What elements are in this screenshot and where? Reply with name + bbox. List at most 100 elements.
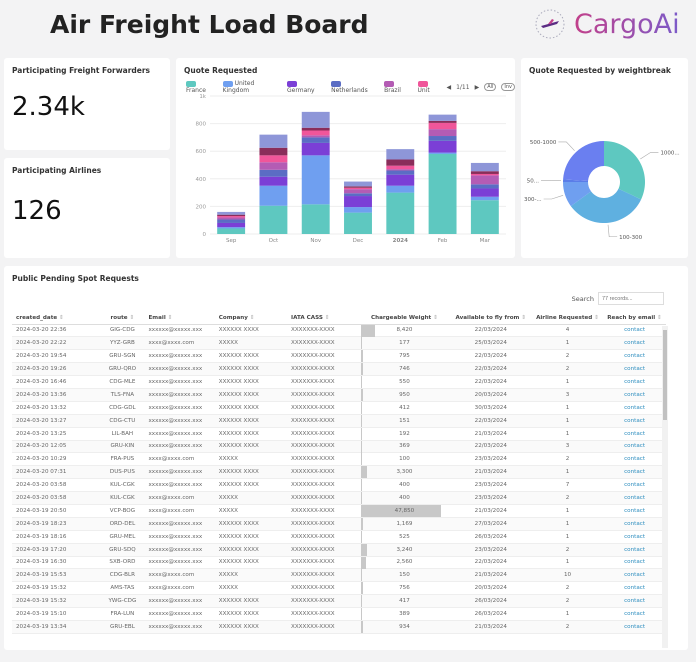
cell-created-date: 2024-03-20 19:26 [12, 362, 101, 377]
legend-item[interactable]: Netherlands [331, 80, 379, 94]
cell-airline-requested: 7 [531, 478, 604, 493]
table-row: 2024-03-20 10:29 FRA-PUS xxxx@xxxx.com XXXX… [12, 452, 666, 467]
table-row: 2024-03-19 15:32 YWG-CDG xxxxxx@xxxxx.xxx X… [12, 594, 666, 609]
cell-route: TLS-FNA [100, 388, 145, 402]
cell-iata-cass: XXXXXXX-XXXX [287, 440, 360, 454]
contact-link[interactable]: contact [624, 443, 646, 450]
contact-link[interactable]: contact [624, 482, 646, 489]
legend-invert-button[interactable]: Inv [501, 83, 515, 91]
cell-created-date: 2024-03-20 03:58 [12, 478, 101, 493]
cell-iata-cass: XXXXXXX-XXXX [287, 375, 360, 389]
weight-bar [361, 388, 363, 401]
x-tick-label: Sep [226, 238, 237, 244]
cell-email: xxxxxx@xxxxx.xxx [144, 427, 215, 441]
legend-prev-icon[interactable]: ◀ [446, 83, 452, 91]
cell-created-date: 2024-03-20 13:25 [12, 427, 101, 441]
cell-iata-cass: XXXXXXX-XXXX [287, 478, 360, 493]
legend-item[interactable]: United Kingdom [222, 80, 255, 94]
column-header[interactable]: Airline Requested ⇕ [531, 312, 604, 325]
contact-link[interactable]: contact [624, 585, 646, 592]
cell-available-to-fly-from: 20/03/2024 [449, 388, 532, 402]
column-header[interactable]: Chargeable Weight ⇕ [359, 312, 450, 325]
sort-icon: ⇕ [324, 314, 330, 321]
legend-item[interactable]: Unit [417, 80, 442, 94]
cell-created-date: 2024-03-19 16:30 [12, 556, 101, 570]
contact-link[interactable]: contact [624, 391, 646, 398]
cell-route: GRU-MEL [100, 530, 145, 544]
legend-next-icon[interactable]: ▶ [474, 83, 480, 91]
contact-link[interactable]: contact [624, 507, 646, 514]
contact-link[interactable]: contact [624, 546, 646, 553]
cell-iata-cass: XXXXXXX-XXXX [287, 362, 360, 377]
weight-cell: 151 [359, 414, 450, 428]
contact-link[interactable]: contact [624, 469, 646, 476]
column-header[interactable]: Email ⇕ [144, 312, 215, 325]
cell-route: KUL-CGK [100, 478, 145, 493]
contact-link[interactable]: contact [624, 623, 646, 630]
weight-cell: 746 [359, 362, 450, 377]
bar-segment [344, 196, 372, 208]
contact-link[interactable]: contact [624, 379, 646, 385]
contact-link[interactable]: contact [624, 456, 646, 463]
column-header[interactable]: route ⇕ [100, 312, 145, 325]
cell-iata-cass: XXXXXXX-XXXX [287, 620, 360, 634]
weight-bar [361, 556, 366, 569]
bar-segment [344, 186, 372, 188]
search-input[interactable] [598, 292, 664, 305]
cell-route: KUL-CGK [100, 491, 145, 505]
legend-all-button[interactable]: All [484, 83, 497, 91]
table-row: 2024-03-20 19:26 GRU-QRO xxxxxx@xxxxx.xxx X… [12, 362, 666, 377]
cell-available-to-fly-from: 23/03/2024 [449, 452, 532, 467]
table-scrollbar[interactable] [662, 326, 668, 648]
contact-link[interactable]: contact [624, 598, 646, 605]
contact-link[interactable]: contact [624, 417, 646, 424]
cell-airline-requested: 3 [531, 388, 604, 402]
cell-company: XXXXXX XXXX [214, 401, 288, 415]
chart-legend: France United Kingdom Germany Netherland… [186, 80, 515, 94]
bar-segment [386, 165, 415, 170]
contact-link[interactable]: contact [624, 353, 646, 360]
weightbreak-chart-card: Quote Requested by weightbreak 1000... 10… [521, 58, 688, 258]
legend-item[interactable]: Germany [287, 80, 326, 94]
legend-item[interactable]: France [186, 80, 218, 94]
cell-email: xxxxxx@xxxxx.xxx [144, 401, 215, 415]
contact-link[interactable]: contact [624, 430, 646, 437]
cell-created-date: 2024-03-20 07:31 [12, 465, 101, 480]
column-header[interactable]: created_date ⇕ [12, 312, 101, 325]
contact-link[interactable]: contact [624, 366, 646, 373]
cell-route: GRU-QRO [100, 362, 145, 377]
contact-link[interactable]: contact [624, 533, 646, 540]
donut-slice [570, 188, 642, 223]
scrollbar-thumb[interactable] [663, 330, 667, 420]
column-header[interactable]: Company ⇕ [214, 312, 288, 325]
contact-link[interactable]: contact [624, 559, 646, 566]
cell-company: XXXXXX XXXX [214, 620, 288, 634]
cell-company: XXXXX [214, 581, 288, 596]
cell-company: XXXXXX XXXX [214, 427, 288, 441]
column-header[interactable]: IATA CASS ⇕ [287, 312, 360, 325]
cell-created-date: 2024-03-20 12:05 [12, 440, 101, 454]
cell-email: xxxx@xxxx.com [144, 568, 215, 583]
cell-available-to-fly-from: 23/03/2024 [449, 478, 532, 493]
cell-available-to-fly-from: 30/03/2024 [449, 401, 532, 415]
contact-link[interactable]: contact [624, 611, 646, 618]
weight-cell: 550 [359, 375, 450, 389]
legend-item[interactable]: Brazil [384, 80, 412, 94]
cell-iata-cass: XXXXXXX-XXXX [287, 452, 360, 467]
column-header[interactable]: Available to fly from ⇕ [449, 312, 532, 325]
weight-bar [361, 401, 363, 414]
contact-link[interactable]: contact [624, 404, 646, 411]
table-row: 2024-03-19 16:30 SXB-ORD xxxxxx@xxxxx.xxx X… [12, 556, 666, 570]
table-row: 2024-03-19 18:23 ORD-DEL xxxxxx@xxxxx.xxx X… [12, 517, 666, 531]
bar-segment [470, 171, 499, 174]
weight-cell: 417 [359, 594, 450, 609]
contact-link[interactable]: contact [624, 495, 646, 502]
contact-link[interactable]: contact [624, 327, 646, 334]
contact-link[interactable]: contact [624, 572, 646, 579]
bar-segment [301, 135, 330, 138]
contact-link[interactable]: contact [624, 340, 646, 347]
contact-link[interactable]: contact [624, 520, 646, 527]
weight-cell: 8,420 [359, 324, 450, 338]
weight-cell: 400 [359, 478, 450, 493]
column-header[interactable]: Reach by email ⇕ [603, 312, 666, 325]
